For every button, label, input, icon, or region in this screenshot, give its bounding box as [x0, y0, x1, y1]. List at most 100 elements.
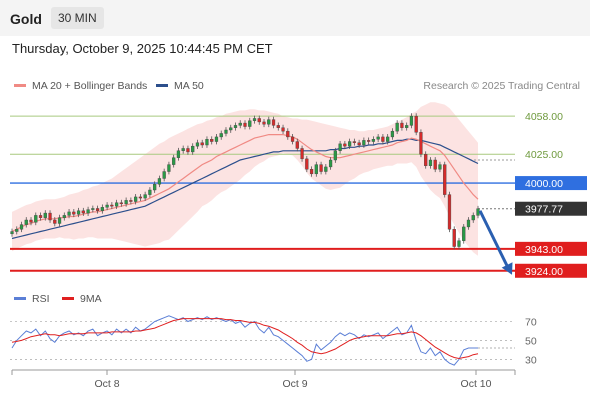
- legend-9ma-swatch: [62, 296, 74, 300]
- candle-body: [471, 215, 475, 221]
- candle-body: [157, 178, 162, 185]
- candle-body: [367, 140, 371, 142]
- candle-body: [186, 148, 190, 153]
- candle-body: [86, 209, 90, 214]
- candle-body: [15, 229, 19, 232]
- legend-ma20-swatch: [14, 83, 26, 87]
- support-label-box-3924-00: [515, 263, 587, 278]
- resistance-label-4058-00: 4058.00: [525, 111, 563, 123]
- candle-body: [290, 136, 295, 142]
- candle-body: [67, 211, 71, 216]
- candle-body: [405, 125, 409, 128]
- interval-button[interactable]: 30 MIN: [51, 7, 104, 29]
- candle-body: [110, 204, 114, 207]
- candle-body: [419, 132, 423, 155]
- candle-body: [286, 130, 290, 138]
- candle-body: [409, 115, 414, 126]
- candle-body: [76, 210, 81, 215]
- candle-body: [257, 118, 261, 123]
- candle-body: [381, 136, 385, 142]
- candle-body: [452, 229, 456, 247]
- rsi-tick-70: 70: [525, 316, 537, 328]
- candle-body: [233, 125, 238, 128]
- candle-body: [400, 122, 404, 128]
- candle-body: [267, 119, 271, 125]
- x-tick-label: Oct 10: [461, 378, 492, 390]
- candle-body: [81, 210, 85, 214]
- candle-body: [447, 194, 452, 230]
- candle-body: [414, 115, 418, 133]
- candle-body: [224, 129, 228, 134]
- legend-ma50-label: MA 50: [174, 80, 204, 92]
- candle-body: [214, 136, 219, 142]
- chart-datetime: Thursday, October 9, 2025 10:44:45 PM CE…: [12, 41, 273, 56]
- resistance-label-4025-00: 4025.00: [525, 149, 563, 161]
- x-tick-label: Oct 9: [282, 378, 307, 390]
- candle-body: [466, 219, 471, 228]
- support-label-3943-00: 3943.00: [525, 244, 563, 256]
- x-tick-label: Oct 8: [94, 378, 119, 390]
- pivot-label: 4000.00: [525, 178, 563, 190]
- candle-body: [34, 215, 38, 223]
- candle-body: [200, 142, 204, 146]
- candle-body: [119, 202, 123, 205]
- legend-ma50: MA 50: [156, 80, 204, 92]
- research-credit: Research © 2025 Trading Central: [423, 80, 580, 92]
- candle-body: [62, 215, 66, 218]
- candle-body: [252, 118, 257, 121]
- candle-body: [390, 130, 395, 138]
- forecast-arrow-head: [501, 262, 513, 275]
- candle-body: [148, 189, 152, 195]
- legend-9ma: 9MA: [62, 293, 102, 305]
- legend-ma20-label: MA 20 + Bollinger Bands: [32, 80, 148, 92]
- candle-body: [167, 164, 171, 172]
- rsi-line: [11, 315, 478, 366]
- candle-body: [195, 142, 200, 147]
- candle-body: [371, 139, 376, 142]
- last-price-box: [515, 201, 587, 216]
- support-label-3924-00: 3924.00: [525, 266, 563, 278]
- candle-body: [10, 231, 14, 235]
- candle-body: [134, 196, 138, 202]
- candle-body: [314, 164, 318, 175]
- legend-rsi-label: RSI: [32, 293, 50, 305]
- candle-body: [333, 150, 337, 161]
- candle-body: [424, 154, 428, 166]
- candle-body: [238, 122, 242, 126]
- candle-body: [219, 133, 223, 138]
- rsi-9ma-line: [11, 318, 479, 360]
- candle-body: [29, 219, 33, 223]
- candle-body: [191, 145, 195, 153]
- symbol-title: Gold: [10, 11, 42, 27]
- rsi-tick-30: 30: [525, 354, 537, 366]
- candle-body: [153, 184, 157, 191]
- candle-body: [324, 166, 328, 172]
- candle-body: [172, 157, 176, 165]
- support-label-box-3943-00: [515, 241, 587, 256]
- candle-body: [19, 224, 24, 230]
- candle-body: [428, 159, 433, 166]
- candle-body: [205, 139, 209, 146]
- candle-body: [395, 122, 399, 132]
- candle-body: [352, 141, 356, 143]
- candle-body: [248, 120, 252, 127]
- legend-ma50-swatch: [156, 83, 168, 87]
- candle-body: [91, 208, 95, 210]
- candle-body: [457, 240, 461, 247]
- candle-body: [438, 164, 442, 170]
- legend-rsi: RSI: [14, 293, 50, 305]
- candle-body: [281, 127, 285, 132]
- candle-body: [300, 148, 304, 160]
- candle-body: [376, 136, 380, 140]
- candle-body: [210, 139, 214, 142]
- candle-body: [124, 200, 128, 205]
- pivot-label-box: [515, 176, 587, 191]
- candle-body: [38, 215, 43, 218]
- candle-body: [114, 202, 119, 207]
- candle-body: [53, 219, 57, 224]
- candle-body: [343, 143, 347, 147]
- candle-body: [462, 226, 466, 241]
- candle-body: [243, 122, 247, 127]
- candle-body: [138, 196, 143, 199]
